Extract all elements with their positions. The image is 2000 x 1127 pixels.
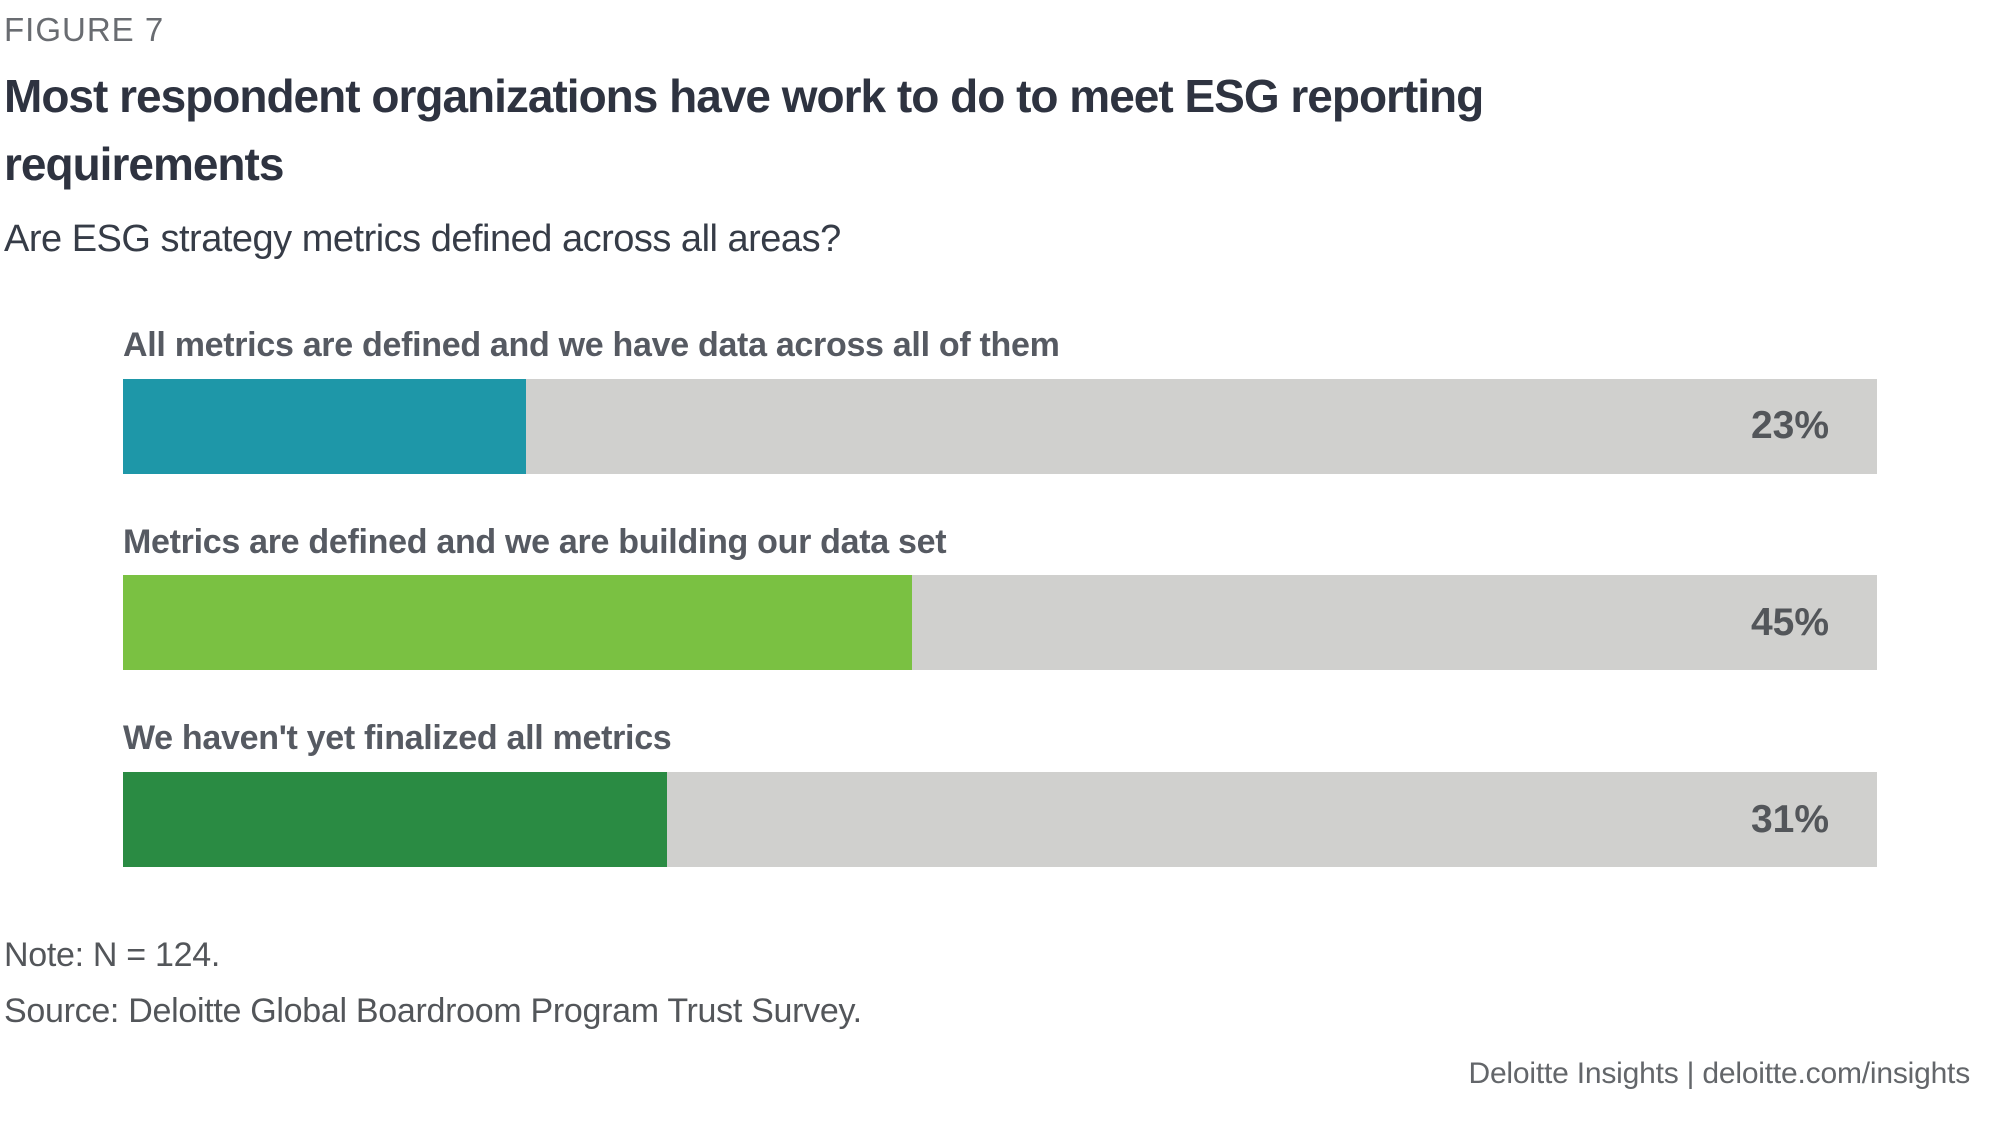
figure-label: FIGURE 7 bbox=[4, 11, 165, 48]
note-text: Note: N = 124. bbox=[4, 936, 220, 975]
bar-value-label: 45% bbox=[1750, 600, 1829, 644]
footnotes: Note: N = 124. Source: Deloitte Global B… bbox=[4, 927, 2000, 1039]
bar-track: 45% bbox=[123, 575, 1877, 671]
bar-value-label: 31% bbox=[1750, 797, 1829, 841]
chart-subtitle: Are ESG strategy metrics defined across … bbox=[4, 217, 841, 260]
bar-row: We haven't yet finalized all metrics 31% bbox=[123, 718, 1877, 868]
bar-value-label: 23% bbox=[1750, 404, 1829, 448]
bar-fill bbox=[123, 575, 913, 671]
source-text: Source: Deloitte Global Boardroom Progra… bbox=[4, 992, 862, 1031]
bar-fill bbox=[123, 772, 667, 868]
bar-track: 23% bbox=[123, 378, 1877, 474]
bar-category-label: Metrics are defined and we are building … bbox=[123, 522, 947, 561]
bar-chart: All metrics are defined and we have data… bbox=[123, 325, 1877, 868]
bar-track: 31% bbox=[123, 772, 1877, 868]
chart-title: Most respondent organizations have work … bbox=[4, 69, 1484, 190]
figure-container: FIGURE 7 Most respondent organizations h… bbox=[4, 11, 2000, 1091]
bar-category-label: All metrics are defined and we have data… bbox=[123, 325, 1060, 364]
bar-row: All metrics are defined and we have data… bbox=[123, 325, 1877, 474]
bar-row: Metrics are defined and we are building … bbox=[123, 522, 1877, 671]
bar-fill bbox=[123, 378, 527, 474]
deloitte-insights-attribution: Deloitte Insights | deloitte.com/insight… bbox=[1468, 1057, 1970, 1091]
bar-category-label: We haven't yet finalized all metrics bbox=[123, 719, 672, 758]
